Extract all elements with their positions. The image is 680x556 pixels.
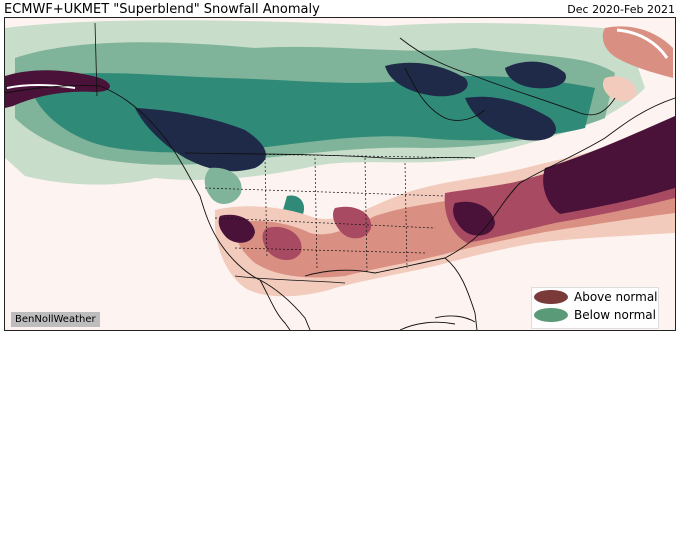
coastlines [5, 37, 675, 330]
legend: Above normal Below normal [531, 287, 659, 329]
alaska-highlight [6, 84, 76, 89]
legend-label-above: Above normal [574, 290, 658, 304]
below-normal-swatch [534, 308, 568, 322]
legend-item-below: Below normal [532, 308, 656, 322]
above-normal-field [215, 26, 675, 297]
snowfall-anomaly-map: BenNollWeather Above normal Below normal [4, 17, 676, 331]
map-canvas [5, 18, 675, 330]
country-borders [94, 22, 476, 284]
above-normal-swatch [534, 290, 568, 304]
alaska-anomaly [5, 70, 111, 108]
date-range: Dec 2020-Feb 2021 [567, 3, 675, 16]
map-title: ECMWF+UKMET "Superblend" Snowfall Anomal… [4, 2, 320, 17]
legend-item-above: Above normal [532, 290, 658, 304]
credit-label: BenNollWeather [11, 312, 100, 327]
legend-label-below: Below normal [574, 308, 656, 322]
